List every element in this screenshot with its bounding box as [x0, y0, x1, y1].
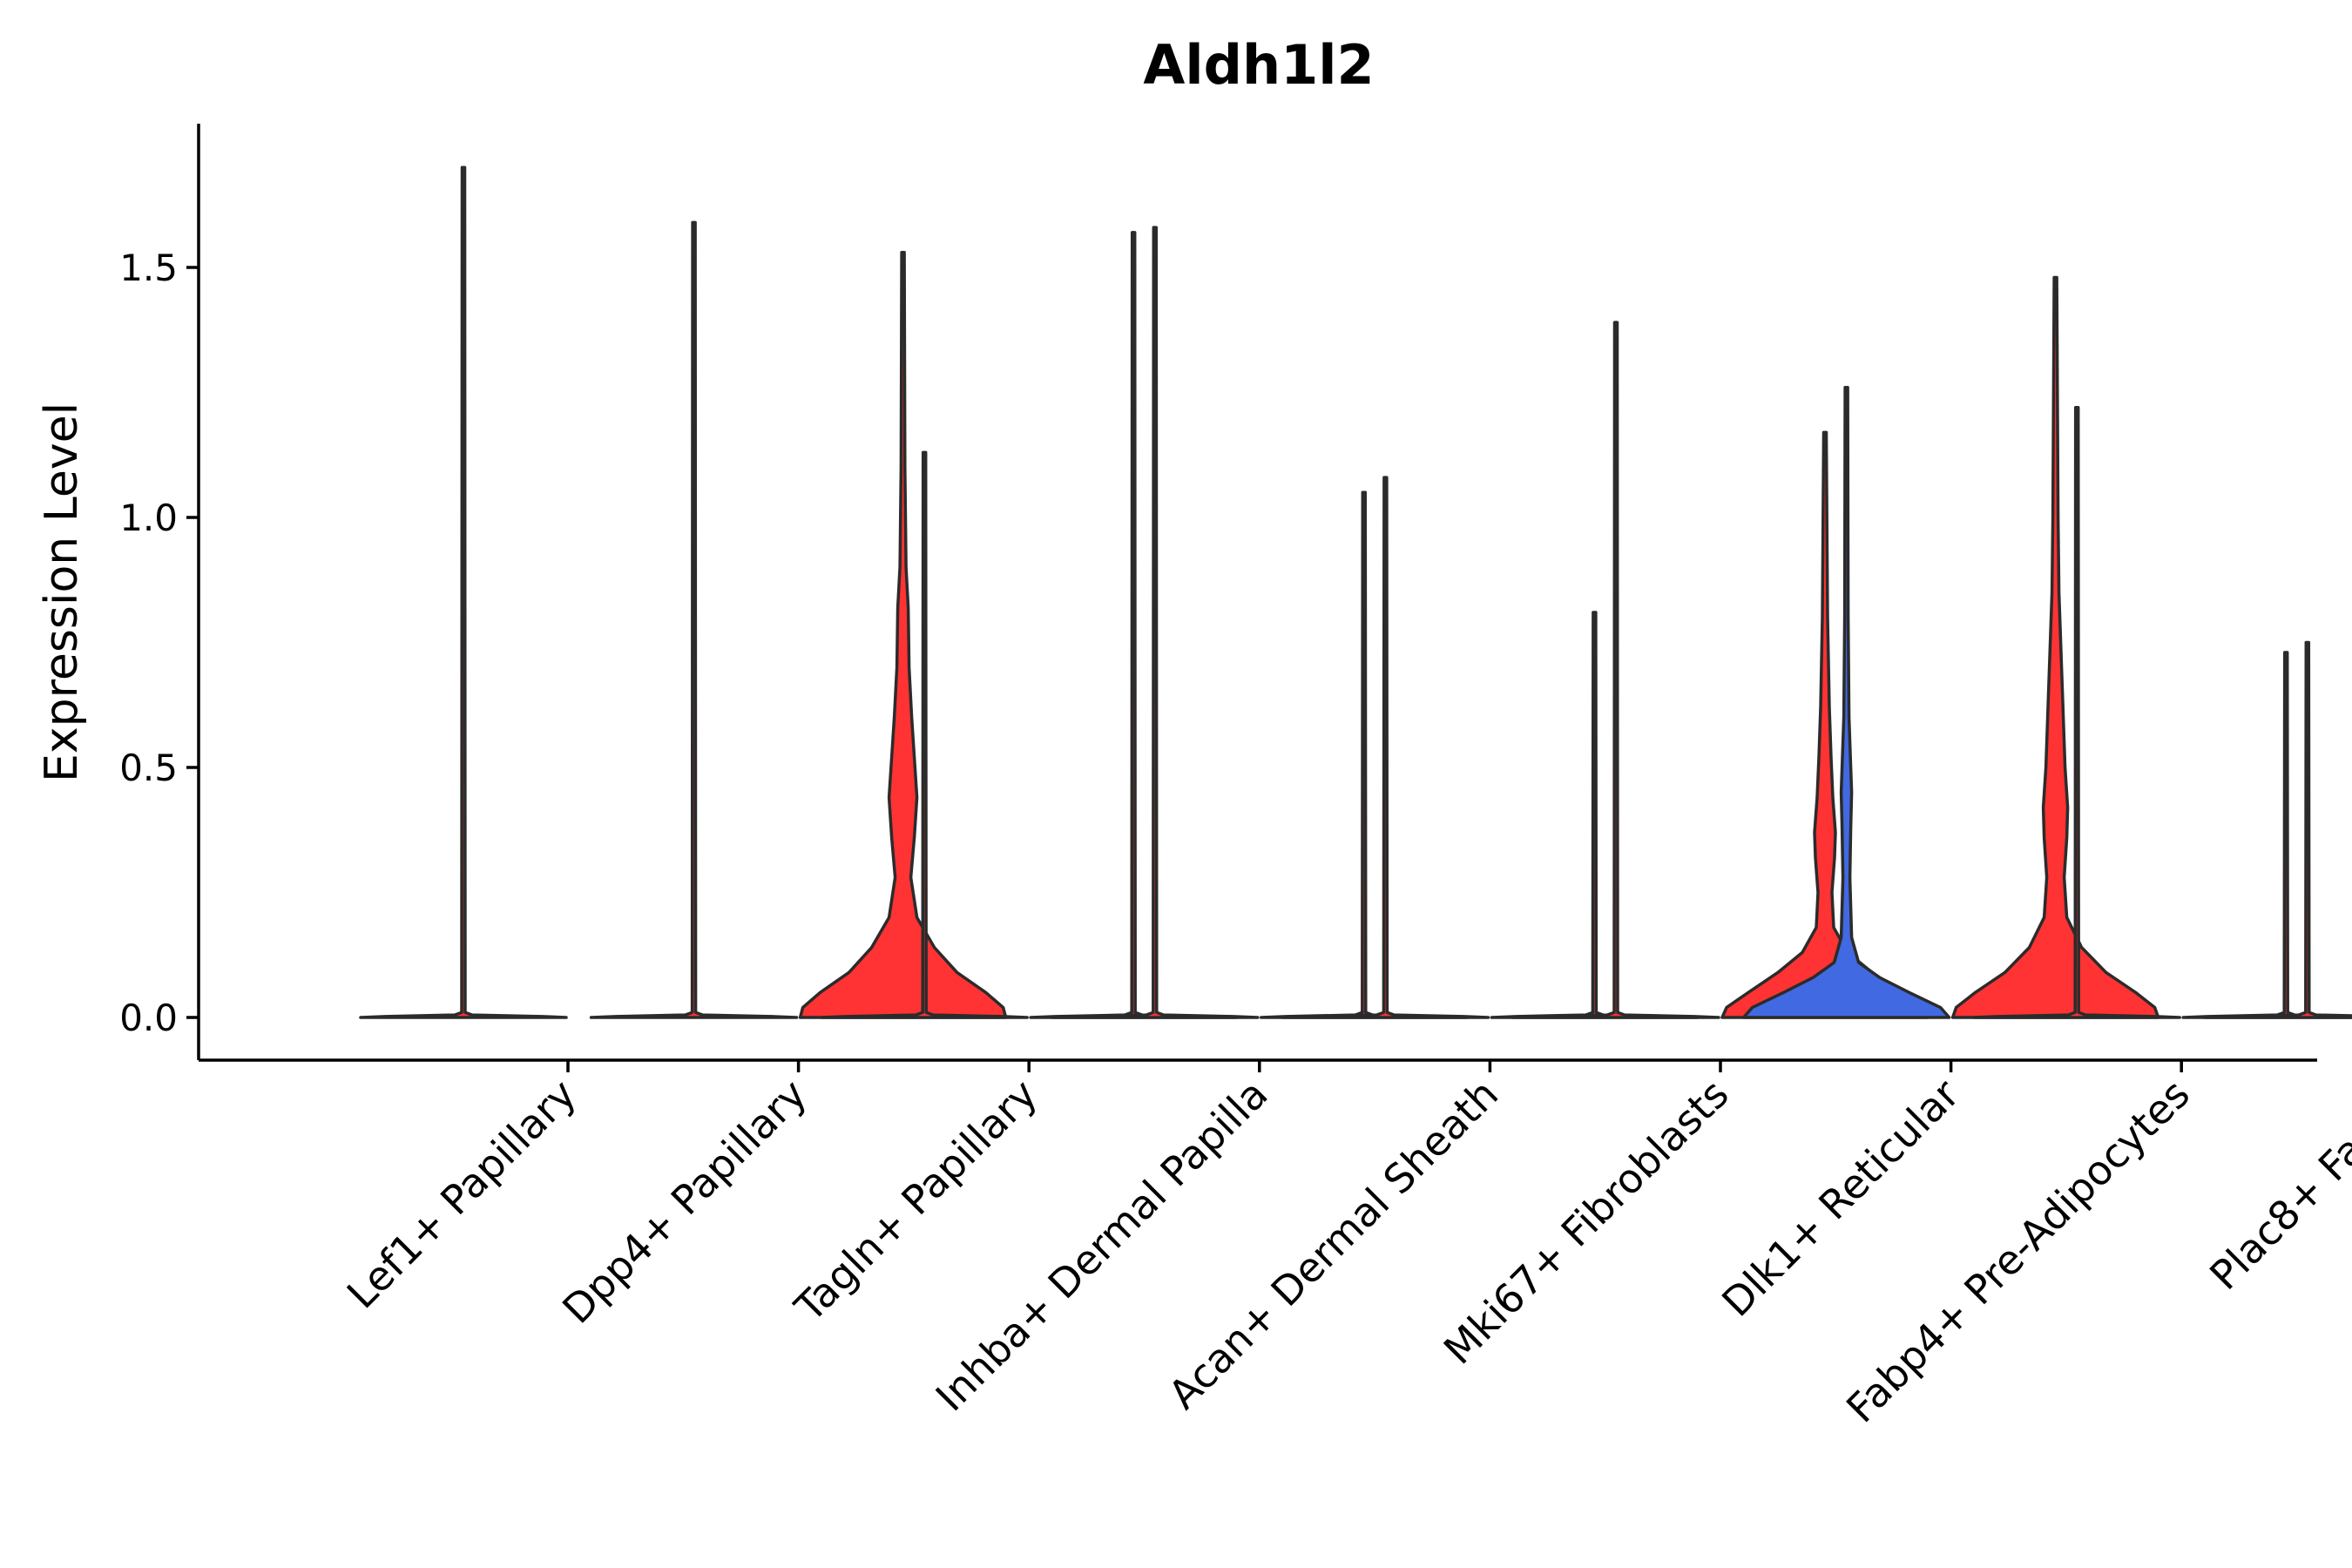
y-tick-label: 1.0: [119, 497, 178, 539]
violin-left-2: [820, 450, 1029, 1019]
violin-left-4: [1281, 476, 1490, 1019]
violin-left-1: [589, 220, 799, 1019]
violin-left-3: [1051, 226, 1260, 1019]
violin-right-6: [1950, 275, 2160, 1019]
violin-left-5: [1511, 321, 1720, 1019]
y-axis: 0.0 0.5 1.0 1.5: [119, 124, 200, 1060]
violin-right-7: [2181, 651, 2352, 1019]
x-tick-label: Dlk1+ Reticular: [1713, 1071, 1968, 1326]
x-tick-label: Plac8+ Fascia: [2200, 1071, 2352, 1299]
y-tick-label: 1.5: [119, 247, 178, 289]
y-axis-label: Expression Level: [36, 402, 88, 782]
violin-left-0: [359, 166, 568, 1019]
violin-right-1: [798, 251, 1008, 1019]
violin-right-5: [1720, 430, 1930, 1019]
violins-group: [359, 166, 2352, 1019]
y-tick-label: 0.5: [119, 747, 178, 789]
chart-title: Aldh1l2: [1143, 33, 1374, 97]
violin-left-6: [1741, 386, 1951, 1019]
x-tick-label: Lef1+ Papillary: [338, 1071, 585, 1318]
y-tick-label: 0.0: [119, 997, 178, 1039]
violin-right-3: [1260, 490, 1469, 1019]
x-tick-label: Tagln+ Papillary: [785, 1071, 1046, 1332]
x-tick-label: Dpp4+ Papillary: [553, 1071, 815, 1333]
violin-left-7: [1972, 405, 2181, 1019]
violin-left-8: [2203, 640, 2352, 1019]
violin-right-4: [1490, 611, 1700, 1019]
violin-right-2: [1029, 231, 1238, 1019]
